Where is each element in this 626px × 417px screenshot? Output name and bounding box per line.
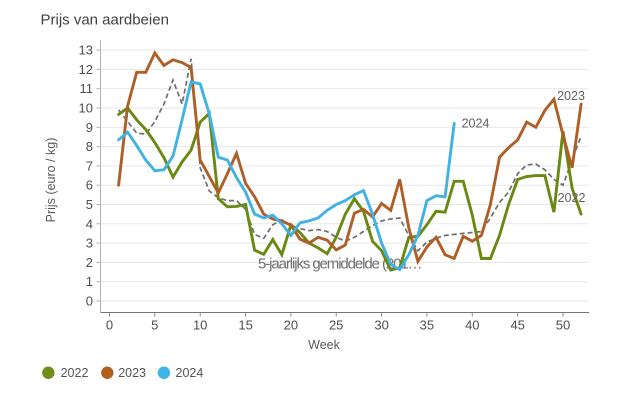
- svg-text:30: 30: [374, 318, 388, 333]
- svg-text:7: 7: [86, 158, 93, 173]
- svg-text:12: 12: [79, 62, 93, 77]
- svg-text:5-jaarlijks gemiddelde (201…: 5-jaarlijks gemiddelde (201…: [258, 256, 421, 273]
- svg-text:50: 50: [556, 318, 570, 333]
- svg-text:2024: 2024: [462, 117, 490, 131]
- svg-text:45: 45: [510, 318, 524, 333]
- svg-text:2024: 2024: [176, 366, 204, 380]
- svg-text:Prijs (euro / kg): Prijs (euro / kg): [44, 138, 58, 223]
- svg-text:Prijs van aardbeien: Prijs van aardbeien: [41, 12, 169, 29]
- svg-text:20: 20: [284, 318, 298, 333]
- svg-text:6: 6: [86, 178, 93, 193]
- svg-text:35: 35: [420, 318, 434, 333]
- svg-text:5: 5: [151, 318, 158, 333]
- svg-text:0: 0: [106, 318, 113, 333]
- svg-text:2: 2: [86, 255, 93, 270]
- svg-text:10: 10: [79, 101, 93, 116]
- svg-text:2022: 2022: [61, 366, 89, 380]
- svg-text:8: 8: [86, 139, 93, 154]
- svg-text:2023: 2023: [118, 366, 146, 380]
- svg-text:25: 25: [329, 318, 343, 333]
- svg-text:13: 13: [79, 43, 93, 58]
- svg-text:40: 40: [465, 318, 479, 333]
- svg-text:5: 5: [86, 197, 93, 212]
- svg-text:11: 11: [80, 81, 94, 96]
- svg-text:2023: 2023: [557, 89, 585, 103]
- svg-text:1: 1: [86, 274, 93, 289]
- svg-text:2022: 2022: [558, 191, 586, 205]
- svg-text:10: 10: [193, 318, 207, 333]
- svg-text:9: 9: [86, 120, 93, 135]
- svg-text:3: 3: [86, 236, 93, 251]
- svg-text:4: 4: [86, 216, 93, 231]
- svg-text:0: 0: [86, 294, 93, 309]
- svg-text:Week: Week: [308, 338, 340, 352]
- svg-text:15: 15: [238, 318, 252, 333]
